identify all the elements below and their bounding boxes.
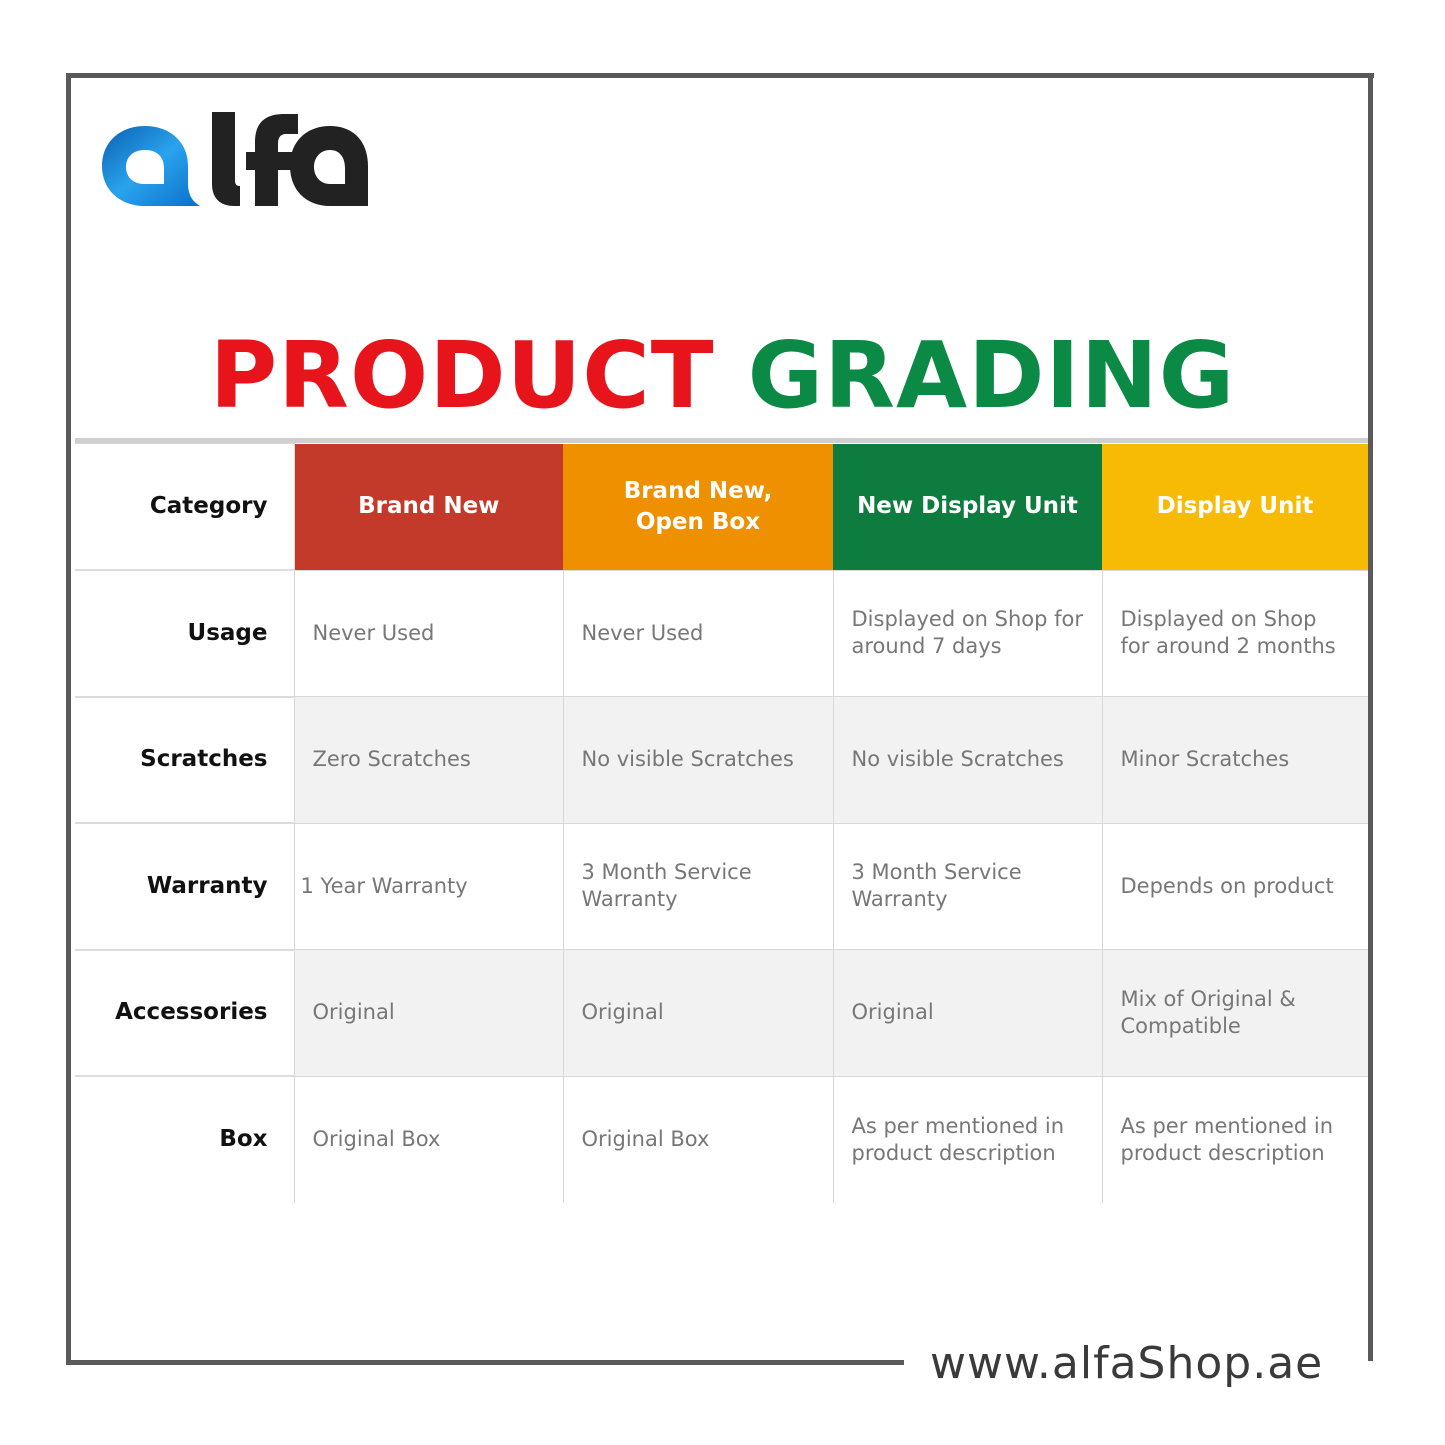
table-cell: 3 Month Service Warranty [832, 822, 1103, 950]
row-label: Box [75, 1075, 295, 1203]
table-cell: No visible Scratches [562, 696, 834, 824]
frame-border [1368, 73, 1373, 1361]
table-cell: Zero Scratches [293, 696, 564, 824]
corner-label: Category [75, 443, 295, 571]
table-cell: Displayed on Shop for around 7 days [832, 569, 1103, 697]
grading-table: Category Brand New Brand New, Open Box N… [75, 443, 1368, 1203]
divider [75, 438, 1368, 443]
frame-border [66, 1360, 904, 1365]
table-cell: Original Box [562, 1075, 834, 1203]
frame-border [66, 73, 71, 1365]
column-header: New Display Unit [833, 443, 1102, 570]
column-header: Display Unit [1102, 443, 1368, 570]
table-cell: As per mentioned in product description [832, 1075, 1103, 1203]
table-cell: 1 Year Warranty [293, 822, 564, 950]
title-part2: GRADING [747, 322, 1236, 429]
page-title: PRODUCT GRADING [0, 322, 1445, 429]
table-cell: Original [293, 949, 564, 1077]
table-cell: Depends on product [1101, 822, 1368, 950]
table-row: Scratches Zero Scratches No visible Scratc… [75, 696, 1368, 824]
row-label: Warranty [75, 822, 295, 951]
table-cell: 3 Month Service Warranty [562, 822, 834, 950]
column-header: Brand New, Open Box [563, 443, 833, 570]
table-cell: Original Box [293, 1075, 564, 1203]
table-cell: Never Used [293, 569, 564, 697]
frame-border [66, 73, 1374, 78]
row-label: Accessories [75, 949, 295, 1077]
row-label: Scratches [75, 696, 295, 824]
alfa-logo [100, 112, 370, 216]
header-row: Category Brand New Brand New, Open Box N… [75, 443, 1368, 571]
table-row: Usage Never Used Never Used Displayed on Sh… [75, 569, 1368, 698]
table-cell: No visible Scratches [832, 696, 1103, 824]
table-cell: As per mentioned in product description [1101, 1075, 1368, 1203]
table-row: Accessories Original Original Original Mix o… [75, 949, 1368, 1077]
table-cell: Original [562, 949, 834, 1077]
table-cell: Minor Scratches [1101, 696, 1368, 824]
table-cell: Original [832, 949, 1103, 1077]
website-url: www.alfaShop.ae [930, 1338, 1324, 1389]
table-cell: Mix of Original & Compatible [1101, 949, 1368, 1077]
table-row: Box Original Box Original Box As per mentio… [75, 1075, 1368, 1203]
column-header: Brand New [294, 443, 563, 570]
title-part1: PRODUCT [209, 322, 715, 429]
table-cell: Displayed on Shop for around 2 months [1101, 569, 1368, 697]
table-cell: Never Used [562, 569, 834, 697]
row-label: Usage [75, 569, 295, 698]
table-row: Warranty 1 Year Warranty 3 Month Service W… [75, 822, 1368, 951]
